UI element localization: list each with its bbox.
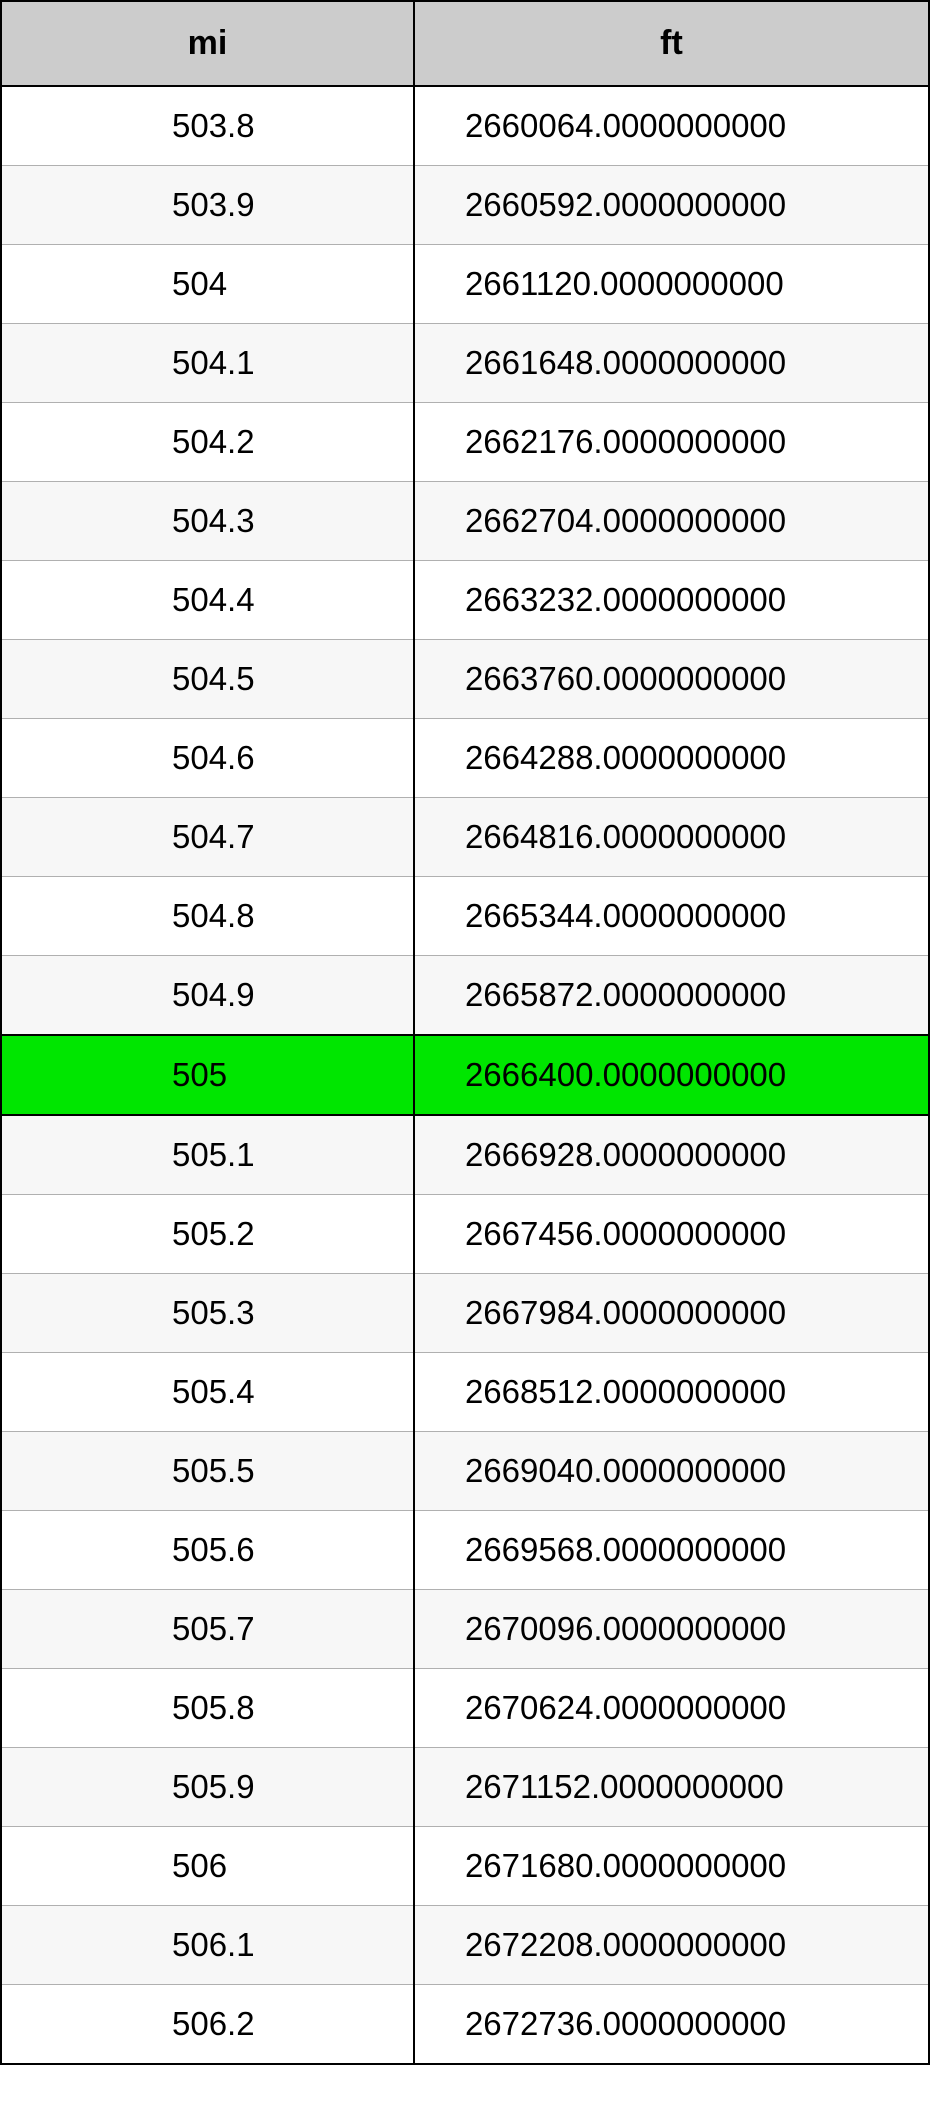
cell-mi: 506.2 — [1, 1985, 414, 2065]
table-row: 506.12672208.0000000000 — [1, 1906, 929, 1985]
cell-mi: 504.1 — [1, 324, 414, 403]
table-row: 504.82665344.0000000000 — [1, 877, 929, 956]
cell-ft: 2667984.0000000000 — [414, 1274, 929, 1353]
column-header-mi: mi — [1, 1, 414, 86]
table-row: 504.42663232.0000000000 — [1, 561, 929, 640]
cell-ft: 2668512.0000000000 — [414, 1353, 929, 1432]
table-row: 503.82660064.0000000000 — [1, 86, 929, 166]
cell-mi: 504.4 — [1, 561, 414, 640]
cell-mi: 505.5 — [1, 1432, 414, 1511]
cell-mi: 505.9 — [1, 1748, 414, 1827]
cell-ft: 2666400.0000000000 — [414, 1035, 929, 1115]
cell-mi: 505.8 — [1, 1669, 414, 1748]
cell-mi: 504 — [1, 245, 414, 324]
cell-ft: 2663232.0000000000 — [414, 561, 929, 640]
cell-mi: 505.3 — [1, 1274, 414, 1353]
cell-mi: 504.3 — [1, 482, 414, 561]
table-row: 504.12661648.0000000000 — [1, 324, 929, 403]
cell-mi: 504.9 — [1, 956, 414, 1036]
table-row: 5042661120.0000000000 — [1, 245, 929, 324]
cell-ft: 2660064.0000000000 — [414, 86, 929, 166]
cell-ft: 2662704.0000000000 — [414, 482, 929, 561]
cell-ft: 2671680.0000000000 — [414, 1827, 929, 1906]
cell-mi: 505.1 — [1, 1115, 414, 1195]
table-row: 5052666400.0000000000 — [1, 1035, 929, 1115]
cell-ft: 2667456.0000000000 — [414, 1195, 929, 1274]
cell-ft: 2661120.0000000000 — [414, 245, 929, 324]
table-row: 506.22672736.0000000000 — [1, 1985, 929, 2065]
table-row: 504.62664288.0000000000 — [1, 719, 929, 798]
table-row: 505.42668512.0000000000 — [1, 1353, 929, 1432]
cell-ft: 2663760.0000000000 — [414, 640, 929, 719]
cell-mi: 505.6 — [1, 1511, 414, 1590]
table-row: 505.62669568.0000000000 — [1, 1511, 929, 1590]
table-row: 504.22662176.0000000000 — [1, 403, 929, 482]
cell-ft: 2669040.0000000000 — [414, 1432, 929, 1511]
cell-mi: 505.4 — [1, 1353, 414, 1432]
cell-ft: 2660592.0000000000 — [414, 166, 929, 245]
cell-ft: 2662176.0000000000 — [414, 403, 929, 482]
table-body: 503.82660064.0000000000503.92660592.0000… — [1, 86, 929, 2064]
cell-ft: 2670624.0000000000 — [414, 1669, 929, 1748]
table-row: 505.52669040.0000000000 — [1, 1432, 929, 1511]
table-header-row: mi ft — [1, 1, 929, 86]
cell-ft: 2666928.0000000000 — [414, 1115, 929, 1195]
table-row: 505.82670624.0000000000 — [1, 1669, 929, 1748]
table-row: 504.92665872.0000000000 — [1, 956, 929, 1036]
table-row: 505.32667984.0000000000 — [1, 1274, 929, 1353]
cell-mi: 504.8 — [1, 877, 414, 956]
column-header-ft: ft — [414, 1, 929, 86]
cell-mi: 504.5 — [1, 640, 414, 719]
cell-ft: 2664288.0000000000 — [414, 719, 929, 798]
cell-mi: 505.7 — [1, 1590, 414, 1669]
cell-ft: 2672736.0000000000 — [414, 1985, 929, 2065]
table-row: 504.52663760.0000000000 — [1, 640, 929, 719]
cell-ft: 2671152.0000000000 — [414, 1748, 929, 1827]
cell-mi: 504.2 — [1, 403, 414, 482]
cell-ft: 2670096.0000000000 — [414, 1590, 929, 1669]
table-row: 503.92660592.0000000000 — [1, 166, 929, 245]
cell-ft: 2665872.0000000000 — [414, 956, 929, 1036]
cell-ft: 2669568.0000000000 — [414, 1511, 929, 1590]
cell-mi: 506.1 — [1, 1906, 414, 1985]
cell-ft: 2661648.0000000000 — [414, 324, 929, 403]
table-row: 505.92671152.0000000000 — [1, 1748, 929, 1827]
cell-ft: 2664816.0000000000 — [414, 798, 929, 877]
cell-mi: 505 — [1, 1035, 414, 1115]
cell-ft: 2665344.0000000000 — [414, 877, 929, 956]
cell-mi: 503.9 — [1, 166, 414, 245]
cell-mi: 503.8 — [1, 86, 414, 166]
table-row: 5062671680.0000000000 — [1, 1827, 929, 1906]
conversion-table: mi ft 503.82660064.0000000000503.9266059… — [0, 0, 930, 2065]
cell-mi: 506 — [1, 1827, 414, 1906]
cell-mi: 504.7 — [1, 798, 414, 877]
cell-ft: 2672208.0000000000 — [414, 1906, 929, 1985]
table-row: 504.72664816.0000000000 — [1, 798, 929, 877]
table-row: 505.22667456.0000000000 — [1, 1195, 929, 1274]
cell-mi: 505.2 — [1, 1195, 414, 1274]
table-row: 504.32662704.0000000000 — [1, 482, 929, 561]
table-row: 505.12666928.0000000000 — [1, 1115, 929, 1195]
cell-mi: 504.6 — [1, 719, 414, 798]
table-row: 505.72670096.0000000000 — [1, 1590, 929, 1669]
